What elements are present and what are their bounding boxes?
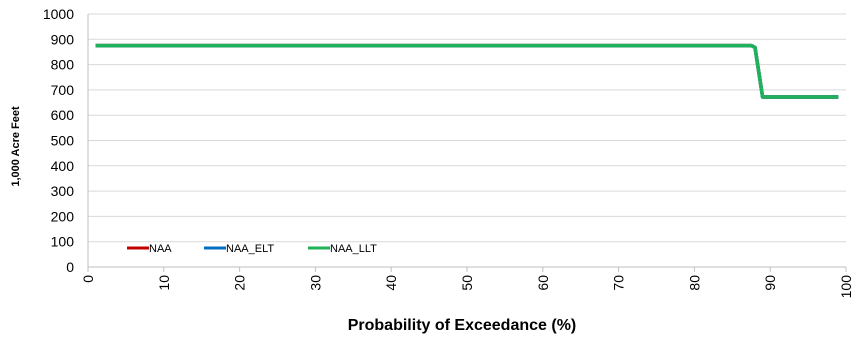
legend-label: NAA_ELT — [226, 243, 274, 255]
legend: NAA NAA_ELT NAA_LLT — [127, 243, 377, 255]
x-tick-labels: 0 10 20 30 40 50 60 70 80 90 100 — [80, 267, 854, 298]
y-tick-label: 1000 — [43, 6, 74, 22]
x-tick-label: 70 — [611, 275, 627, 291]
y-tick-label: 500 — [51, 133, 75, 149]
y-tick-label: 600 — [51, 107, 75, 123]
y-tick-label: 400 — [51, 158, 75, 174]
x-tick-label: 90 — [762, 275, 778, 291]
x-tick-label: 0 — [80, 275, 96, 283]
x-tick-label: 40 — [383, 275, 399, 291]
y-tick-label: 100 — [51, 234, 75, 250]
y-tick-label: 900 — [51, 31, 75, 47]
y-tick-label: 0 — [66, 259, 74, 275]
x-tick-label: 60 — [535, 275, 551, 291]
y-axis-title: 1,000 Acre Feet — [10, 106, 22, 187]
gridlines — [88, 13, 846, 243]
series-line-naa-elt — [95, 43, 839, 99]
x-tick-label: 50 — [459, 275, 475, 291]
series-line-naa — [95, 43, 839, 99]
y-tick-label: 300 — [51, 183, 75, 199]
x-axis-title: Probability of Exceedance (%) — [348, 317, 577, 334]
legend-label: NAA — [149, 243, 172, 255]
x-tick-label: 10 — [156, 275, 172, 291]
y-tick-label: 200 — [51, 208, 75, 224]
x-tick-label: 80 — [686, 275, 702, 291]
y-tick-label: 800 — [51, 57, 75, 73]
x-tick-label: 30 — [307, 275, 323, 291]
y-tick-label: 700 — [51, 82, 75, 98]
x-tick-label: 100 — [838, 275, 854, 299]
legend-label: NAA_LLT — [330, 243, 377, 255]
series-line-naa-llt — [95, 43, 839, 99]
y-tick-labels: 0 100 200 300 400 500 600 700 800 900 1000 — [43, 6, 74, 275]
x-tick-label: 20 — [232, 275, 248, 291]
series-lines — [95, 43, 839, 99]
